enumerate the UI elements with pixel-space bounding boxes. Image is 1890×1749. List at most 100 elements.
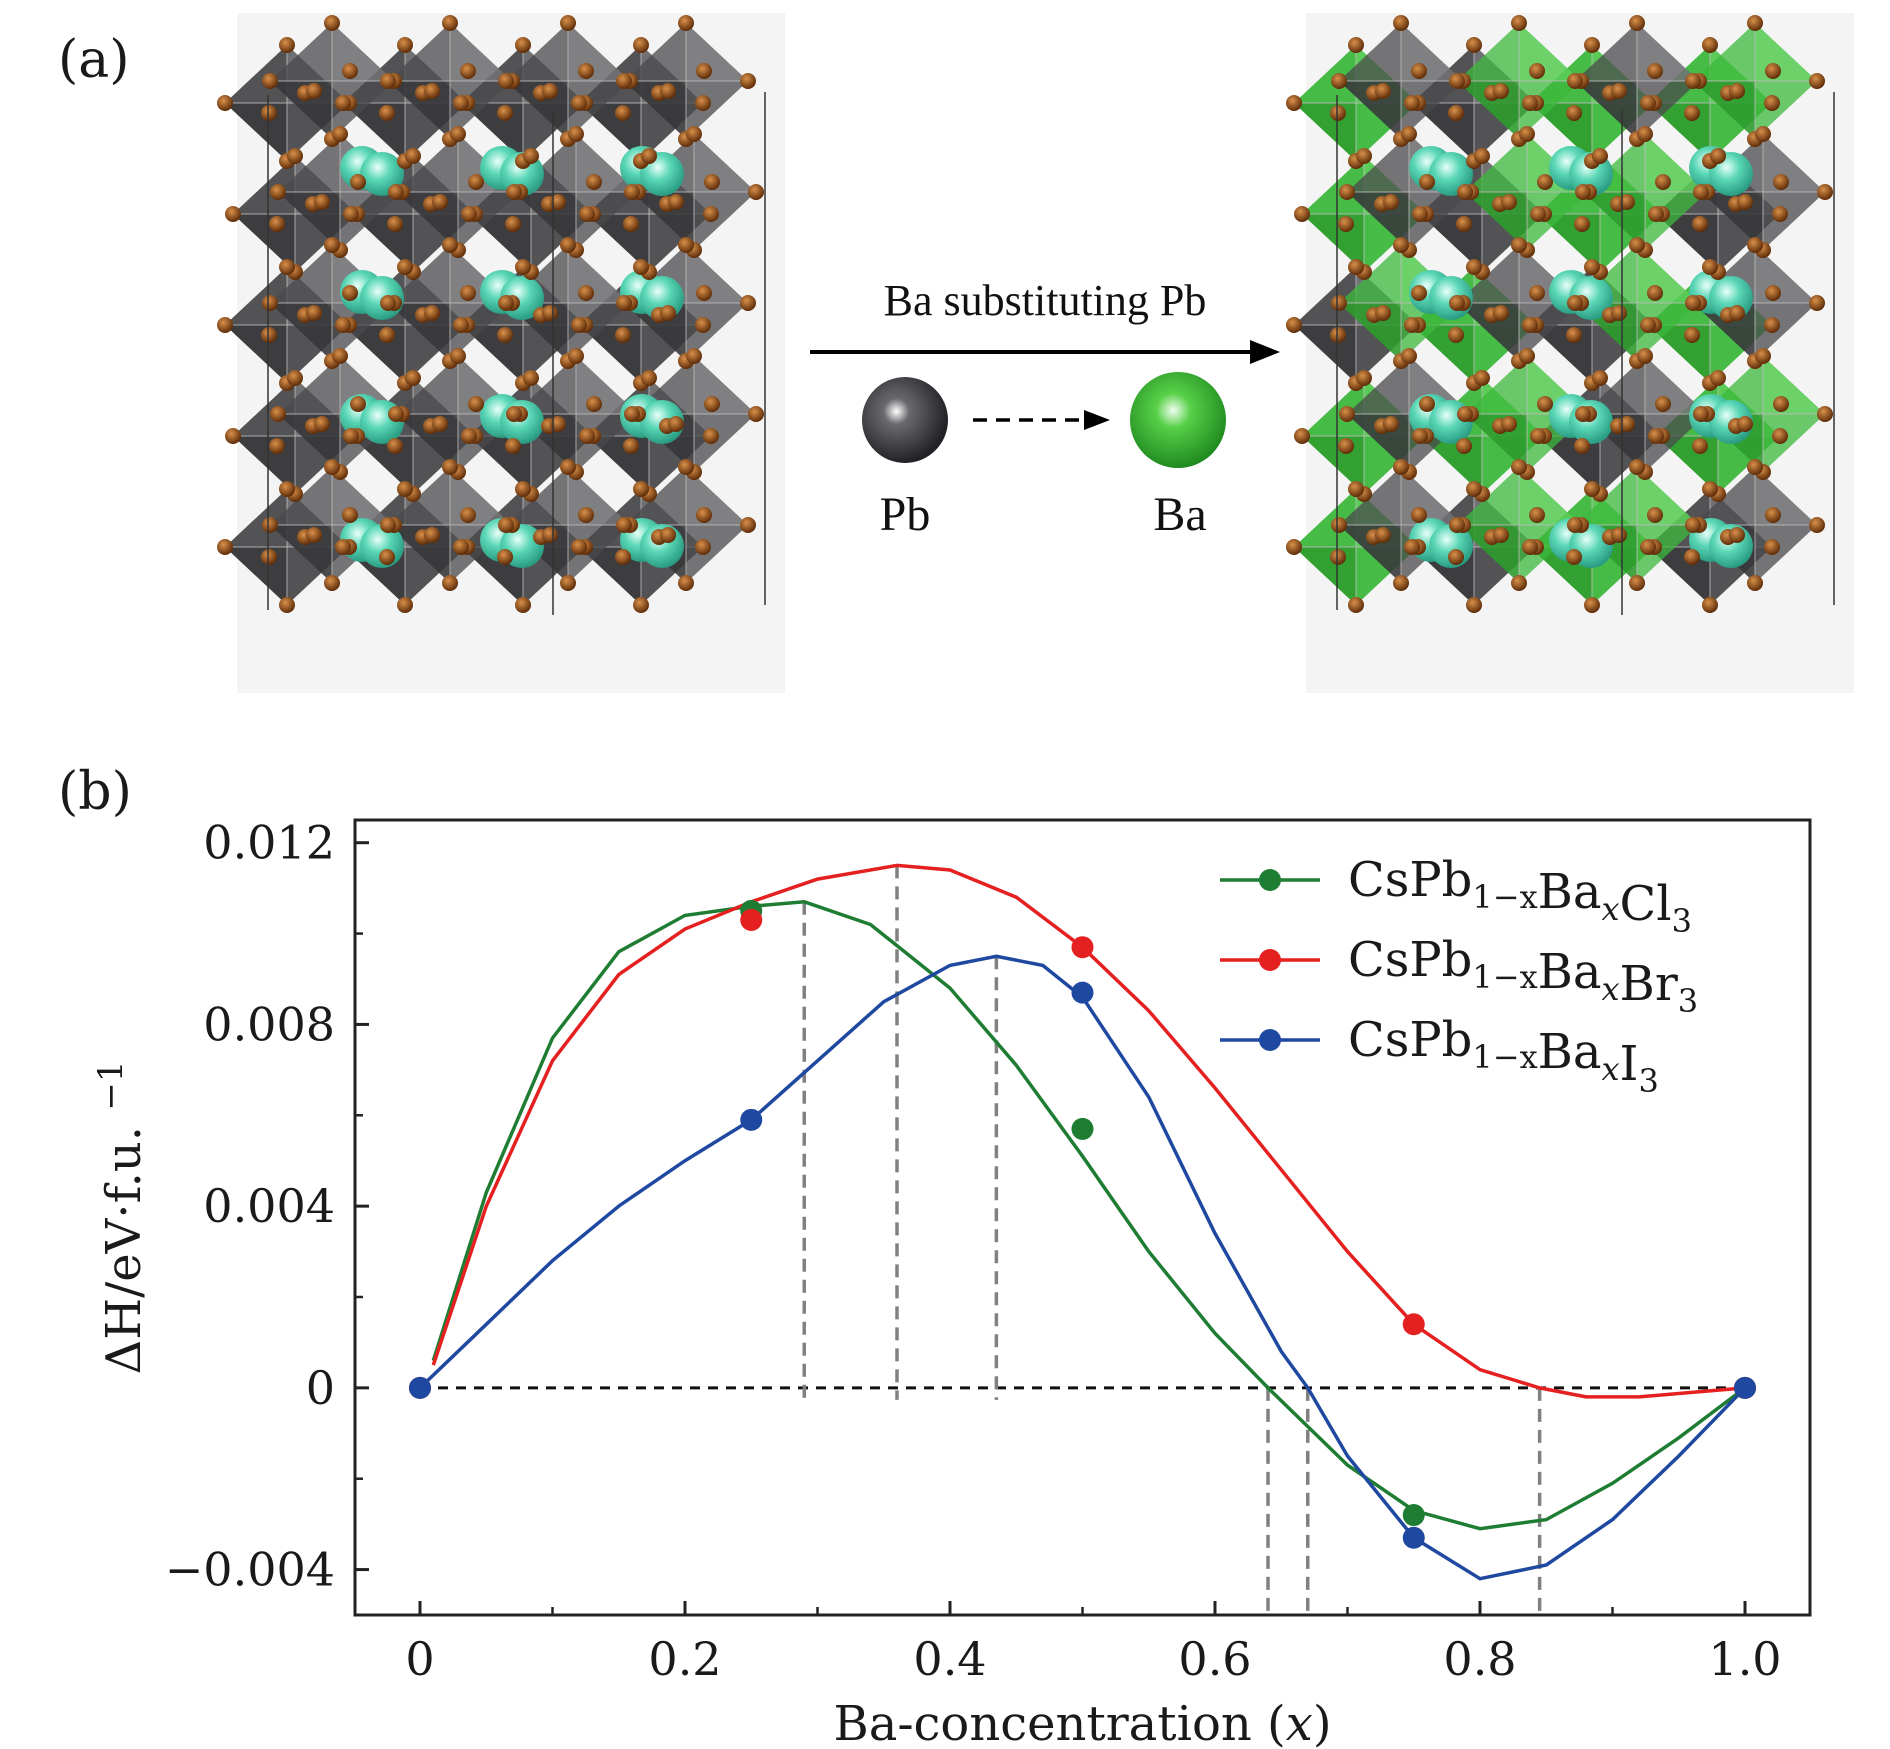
x-tick-label: 0.2 <box>648 1632 721 1686</box>
y-tick-label: −0.004 <box>165 1543 335 1597</box>
halide-atom <box>379 105 395 121</box>
halide-atom <box>324 575 340 591</box>
ba-atom-label: Ba <box>1153 488 1206 541</box>
halide-atom <box>1393 237 1409 253</box>
halide-atom <box>1567 73 1583 89</box>
halide-atom <box>542 305 558 321</box>
halide-atom <box>1393 459 1409 475</box>
halide-atom <box>261 327 277 343</box>
halide-atom <box>1684 549 1700 565</box>
y-tick-label: 0.008 <box>203 997 335 1051</box>
halide-atom <box>1575 184 1591 200</box>
halide-atom <box>1629 459 1645 475</box>
halide-atoms <box>1286 15 1833 613</box>
halide-atom <box>1592 370 1608 386</box>
halide-atom <box>1522 539 1538 555</box>
halide-atom <box>695 95 711 111</box>
y-tick-label: 0 <box>306 1361 335 1415</box>
halide-atom <box>1648 428 1664 444</box>
halide-atom <box>468 396 484 412</box>
halide-atom <box>1764 95 1780 111</box>
halide-atom <box>397 597 413 613</box>
halide-atom <box>623 438 639 454</box>
halide-atom <box>1404 539 1420 555</box>
halide-atom <box>269 216 285 232</box>
halide-atom <box>1764 539 1780 555</box>
halide-atom <box>279 481 295 497</box>
halide-atom <box>1647 63 1663 79</box>
halide-atom <box>1765 285 1781 301</box>
x-axis-label: Ba-concentration (x) <box>833 1696 1331 1749</box>
halide-atom <box>343 206 359 222</box>
halide-atom <box>461 428 477 444</box>
halide-atom <box>1640 95 1656 111</box>
halide-atom <box>1574 438 1590 454</box>
halide-atom <box>1383 416 1399 432</box>
halide-atom <box>442 575 458 591</box>
halide-atom <box>1584 481 1600 497</box>
halide-atom <box>1747 15 1763 31</box>
halide-atom <box>678 15 694 31</box>
halide-atom <box>1348 481 1364 497</box>
halide-atom <box>217 317 233 333</box>
halide-atom <box>343 428 359 444</box>
y-tick-label: 0.004 <box>203 1179 335 1233</box>
halide-atom <box>686 126 702 142</box>
halide-atom <box>1348 37 1364 53</box>
halide-atom <box>633 481 649 497</box>
halide-atom <box>1567 295 1583 311</box>
halide-atom <box>498 517 514 533</box>
halide-atom <box>1747 575 1763 591</box>
series-point-1 <box>740 908 763 931</box>
halide-atom <box>748 406 764 422</box>
halide-atom <box>1511 459 1527 475</box>
series-point-0 <box>1402 1504 1425 1527</box>
halide-atom <box>380 295 396 311</box>
halide-atom <box>342 507 358 523</box>
halide-atom <box>615 549 631 565</box>
halide-atom <box>523 370 539 386</box>
halide-atom <box>460 507 476 523</box>
halide-atom <box>388 406 404 422</box>
halide-atom <box>1566 327 1582 343</box>
halide-atom <box>1330 549 1346 565</box>
halide-atom <box>1747 237 1763 253</box>
halide-atom <box>1348 259 1364 275</box>
halide-atom <box>442 15 458 31</box>
halide-atom <box>1809 295 1825 311</box>
y-axis: −0.004 0 0.004 0.008 0.012 <box>165 816 369 1597</box>
halide-atom <box>1629 15 1645 31</box>
halide-atom <box>324 237 340 253</box>
halide-atom <box>1449 295 1465 311</box>
halide-atom <box>1685 517 1701 533</box>
halide-atom <box>615 105 631 121</box>
series-line-2 <box>418 954 1747 1581</box>
halide-atom <box>505 438 521 454</box>
halide-atom <box>660 83 676 99</box>
halide-atom <box>1522 95 1538 111</box>
unit-cell-outline <box>267 92 766 615</box>
series-point-2 <box>1071 981 1094 1004</box>
x-tick-label: 0.4 <box>913 1632 986 1686</box>
y-tick-label: 0.012 <box>203 816 335 870</box>
halide-atom <box>550 416 566 432</box>
halide-atom <box>1755 126 1771 142</box>
halide-atom <box>1584 37 1600 53</box>
halide-atom <box>1448 549 1464 565</box>
halide-atom <box>1448 327 1464 343</box>
series-point-1 <box>1734 1376 1756 1399</box>
halide-atom <box>380 73 396 89</box>
halide-atom <box>616 295 632 311</box>
halide-atom <box>461 206 477 222</box>
halide-atom <box>1647 285 1663 301</box>
legend-entry-0: CsPb1−xBaxCl3 <box>1348 852 1692 940</box>
halide-atom <box>1331 73 1347 89</box>
halide-atom <box>623 216 639 232</box>
halide-atom <box>1702 481 1718 497</box>
halide-atom <box>306 83 322 99</box>
halide-atom <box>1339 406 1355 422</box>
halide-atom <box>306 305 322 321</box>
halide-atom <box>261 105 277 121</box>
halide-atom <box>262 73 278 89</box>
